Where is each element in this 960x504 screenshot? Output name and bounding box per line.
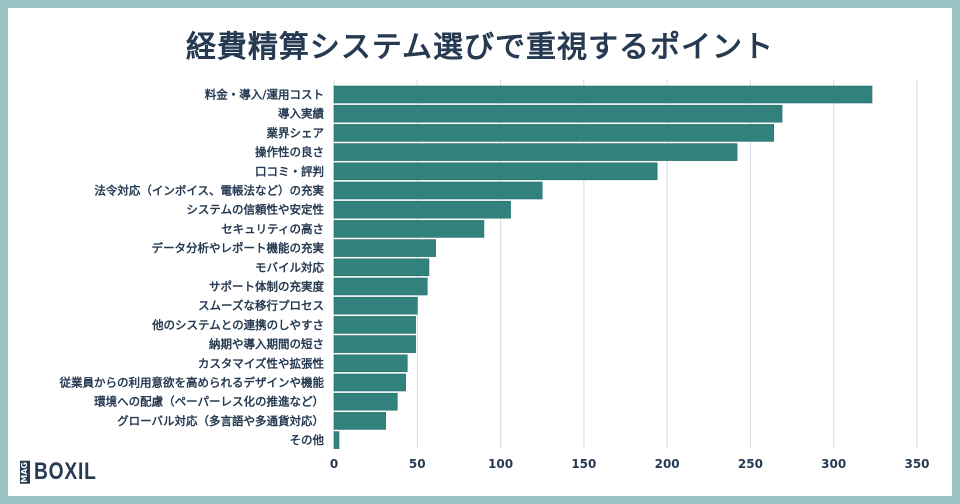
logo-name: BOXIL <box>34 458 97 485</box>
category-label: セキュリティの高さ <box>221 222 324 236</box>
bar <box>333 354 408 373</box>
bar <box>333 239 436 257</box>
bar <box>333 200 511 219</box>
x-tick-label: 350 <box>904 457 929 471</box>
bar <box>333 373 406 392</box>
chart-title: 経費精算システム選びで重視するポイント <box>185 30 775 65</box>
category-label: 操作性の良さ <box>255 145 324 159</box>
bar <box>333 277 428 296</box>
x-tick-label: 100 <box>488 457 513 471</box>
x-tick-label: 300 <box>821 457 846 471</box>
category-label: 料金・導入/運用コスト <box>205 88 324 102</box>
category-label: モバイル対応 <box>255 260 324 274</box>
category-label: グローバル対応（多言語や多通貨対応） <box>117 414 324 428</box>
bar <box>333 162 658 181</box>
category-label: その他 <box>290 433 325 447</box>
logo-mag: MAG <box>20 460 30 484</box>
category-label: 納期や導入期間の短さ <box>209 337 324 351</box>
x-tick-label: 50 <box>409 457 426 471</box>
bar <box>333 220 485 238</box>
category-label: システムの信頼性や安定性 <box>186 203 324 217</box>
category-label: サポート体制の充実度 <box>209 280 324 294</box>
bar <box>333 316 416 334</box>
category-label: 口コミ・評判 <box>255 164 324 178</box>
category-label: スムーズな移行プロセス <box>198 299 324 313</box>
bar <box>333 296 418 315</box>
category-label: 従業員からの利用意欲を高められるデザインや機能 <box>59 376 325 390</box>
bar <box>333 104 783 123</box>
bar <box>333 412 386 430</box>
bar <box>333 258 430 277</box>
x-tick-label: 200 <box>655 457 680 471</box>
category-label: データ分析やレポート機能の充実 <box>152 241 325 255</box>
category-label: 環境への配慮（ペーパーレス化の推進など） <box>94 395 324 409</box>
bar <box>333 143 738 161</box>
bar <box>333 392 398 411</box>
bar <box>333 181 543 200</box>
bar <box>333 335 416 353</box>
category-label: 法令対応（インボイス、電帳法など）の充実 <box>94 184 324 198</box>
bar <box>333 85 873 104</box>
category-label: カスタマイズ性や拡張性 <box>198 356 325 370</box>
category-label: 業界シェア <box>266 126 325 140</box>
x-tick-label: 250 <box>738 457 763 471</box>
x-tick-label: 150 <box>571 457 596 471</box>
boxil-logo: MAG BOXIL <box>20 458 112 486</box>
bar <box>333 431 340 449</box>
x-tick-label: 0 <box>330 457 338 471</box>
bar <box>333 124 775 142</box>
category-label: 他のシステムとの連携のしやすさ <box>151 318 324 332</box>
category-label: 導入実績 <box>278 107 324 121</box>
